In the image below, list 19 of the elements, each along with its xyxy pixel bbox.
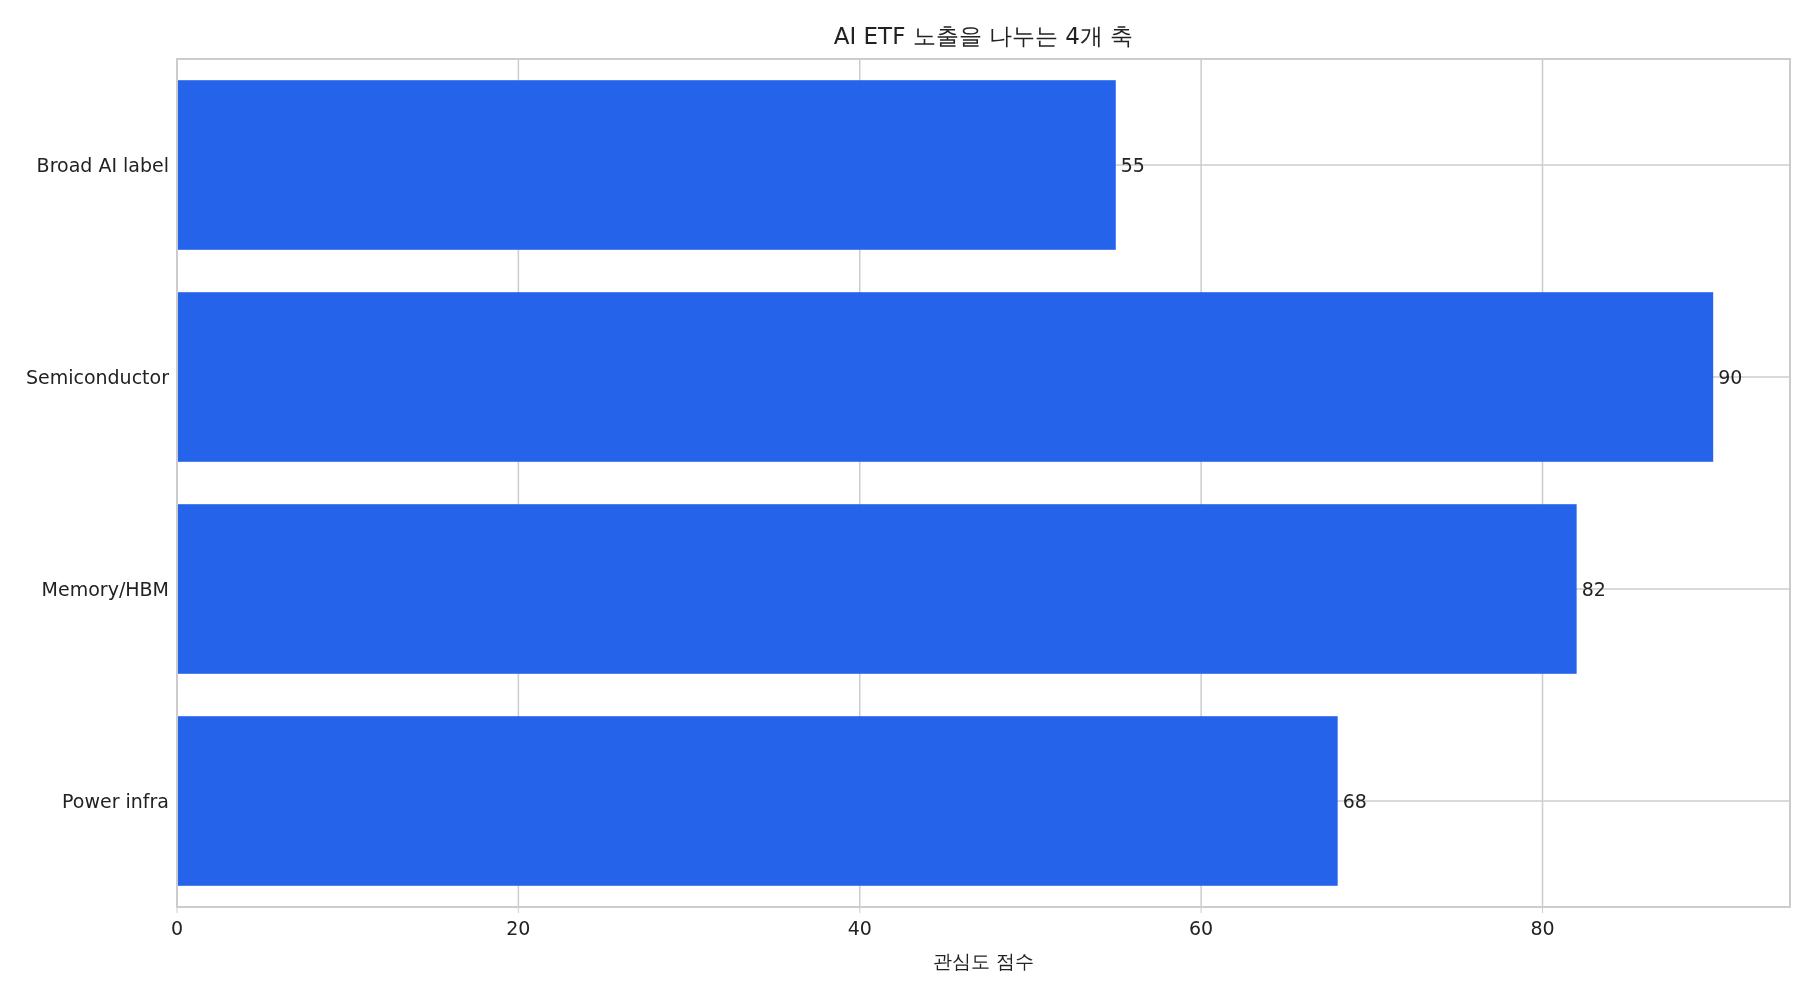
bar	[177, 716, 1338, 886]
x-tick-label: 80	[1530, 917, 1555, 939]
x-tick-label: 0	[170, 917, 184, 939]
x-tick-label: 60	[1189, 917, 1214, 939]
chart-title: AI ETF 노출을 나누는 4개 축	[833, 23, 1134, 49]
y-tick-label: Power infra	[62, 789, 169, 812]
data-label: 90	[1718, 365, 1743, 388]
bar	[177, 80, 1116, 250]
y-tick-label: Semiconductor	[25, 365, 170, 388]
x-tick-label: 40	[847, 917, 872, 939]
x-tick-label: 20	[506, 917, 531, 939]
bar	[177, 504, 1577, 674]
x-axis-title: 관심도 점수	[932, 950, 1035, 972]
bar	[177, 292, 1714, 462]
y-tick-label: Memory/HBM	[41, 577, 169, 600]
y-tick-label: Broad AI label	[36, 153, 169, 176]
data-label: 55	[1120, 153, 1145, 176]
data-label: 82	[1581, 577, 1606, 600]
data-label: 68	[1342, 789, 1367, 812]
